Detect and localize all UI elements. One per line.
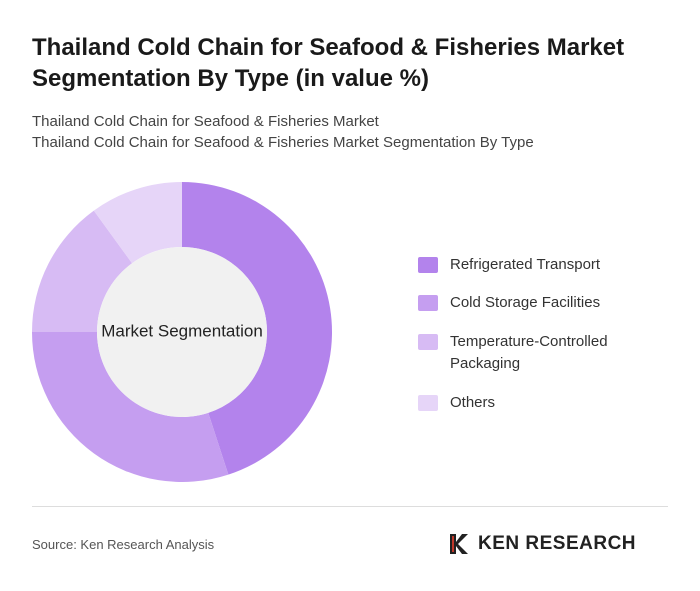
donut-segment (182, 182, 333, 475)
legend-swatch (418, 334, 438, 350)
legend-label: Temperature-Controlled Packaging (450, 333, 608, 372)
legend-item: Temperature-Controlled Packaging (418, 331, 650, 375)
center-label: Market Segmentation (101, 321, 263, 340)
divider (32, 506, 668, 507)
legend-item: Cold Storage Facilities (418, 292, 650, 314)
logo: KEN RESEARCH (448, 532, 636, 556)
donut-segment (32, 332, 229, 483)
donut-hole (97, 247, 267, 417)
donut-segment (93, 182, 182, 264)
source: Source: Ken Research Analysis (32, 537, 215, 552)
donut-segment (32, 210, 133, 332)
donut-chart: Market Segmentation (32, 182, 333, 483)
legend-swatch (418, 395, 438, 411)
legend-label: Others (450, 394, 496, 411)
legend-label: Cold Storage Facilities (450, 294, 601, 311)
logo-icon (450, 534, 468, 554)
legend-swatch (418, 257, 438, 273)
legend-swatch (418, 295, 438, 311)
legend-item: Others (418, 392, 650, 414)
subtitle: Thailand Cold Chain for Seafood & Fisher… (32, 113, 379, 130)
logo-text: KEN RESEARCH (478, 533, 637, 554)
chart-title: Thailand Cold Chain for Seafood & Fisher… (32, 34, 625, 92)
legend-label: Refrigerated Transport (450, 256, 601, 273)
legend-item: Refrigerated Transport (418, 254, 650, 276)
subtitle: Thailand Cold Chain for Seafood & Fisher… (32, 134, 534, 151)
